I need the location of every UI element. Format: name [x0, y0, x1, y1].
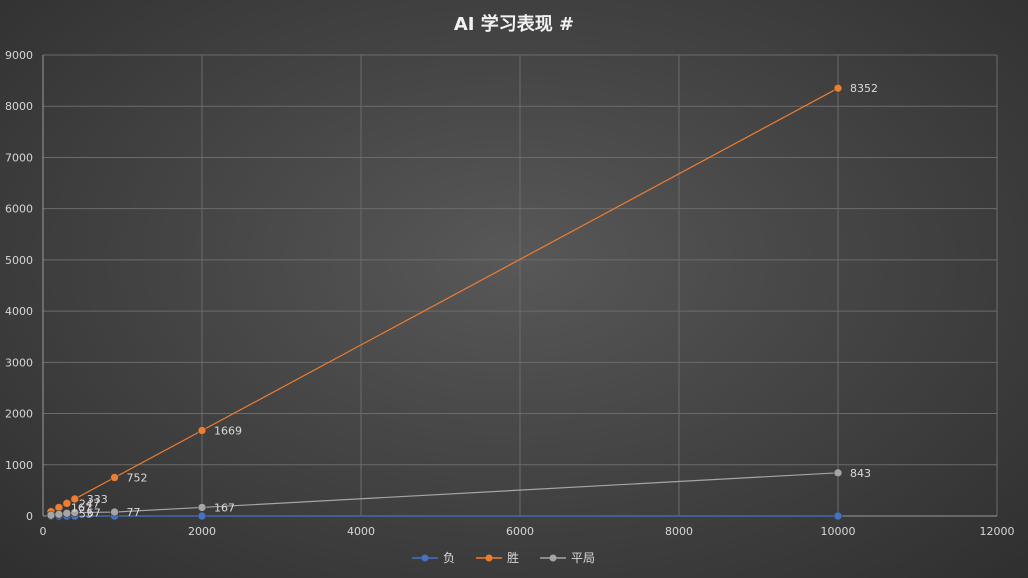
- data-point: [197, 426, 207, 435]
- data-label: 77: [127, 506, 141, 519]
- data-label: 333: [87, 493, 108, 506]
- x-tick-label: 0: [40, 525, 47, 538]
- legend-marker-icon: [485, 554, 493, 562]
- y-tick-label: 0: [26, 510, 33, 523]
- data-point: [833, 83, 843, 93]
- y-tick-label: 4000: [5, 305, 33, 318]
- data-point: [62, 499, 72, 508]
- data-point: [197, 511, 207, 521]
- grid: [43, 54, 998, 516]
- x-tick-label: 12000: [980, 525, 1015, 538]
- data-label: 67: [87, 507, 101, 520]
- data-label: 752: [127, 471, 148, 484]
- data-point: [110, 473, 119, 482]
- x-tick-label: 4000: [347, 525, 375, 538]
- legend: 负 胜 平局: [412, 550, 595, 565]
- data-point: [110, 507, 119, 517]
- series-line-1: [50, 87, 839, 513]
- x-tick-label: 2000: [188, 525, 216, 538]
- data-label: 843: [850, 467, 871, 480]
- y-tick-label: 5000: [5, 254, 33, 267]
- legend-label: 胜: [507, 550, 519, 565]
- legend-label: 负: [443, 551, 455, 565]
- data-point: [62, 508, 72, 518]
- data-point: [46, 510, 56, 520]
- series-group: [46, 83, 843, 521]
- data-point: [54, 510, 64, 519]
- x-tick-label: 6000: [506, 525, 534, 538]
- y-tick-label: 1000: [5, 459, 33, 472]
- y-tick-label: 7000: [5, 151, 33, 164]
- series-line-2: [50, 472, 839, 516]
- legend-marker-icon: [549, 554, 557, 562]
- y-tick-label: 9000: [5, 49, 33, 62]
- data-point: [197, 503, 207, 512]
- data-point: [70, 508, 80, 517]
- data-label: 247: [79, 497, 100, 510]
- x-tick-label: 8000: [665, 525, 693, 538]
- data-label: 8352: [850, 82, 878, 95]
- legend-marker-icon: [421, 554, 429, 562]
- y-tick-label: 3000: [5, 356, 33, 369]
- y-tick-label: 8000: [5, 100, 33, 113]
- data-point: [833, 468, 843, 478]
- data-point: [833, 511, 843, 521]
- data-point: [70, 494, 80, 504]
- legend-label: 平局: [571, 551, 595, 565]
- data-label: 167: [71, 501, 92, 514]
- data-label: 53: [79, 507, 93, 520]
- y-tick-label: 6000: [5, 203, 33, 216]
- data-label: 167: [214, 501, 235, 514]
- y-tick-label: 2000: [5, 408, 33, 421]
- x-tick-label: 10000: [821, 525, 856, 538]
- data-label: 1669: [214, 425, 242, 438]
- chart-title: AI 学习表现 #: [454, 13, 574, 35]
